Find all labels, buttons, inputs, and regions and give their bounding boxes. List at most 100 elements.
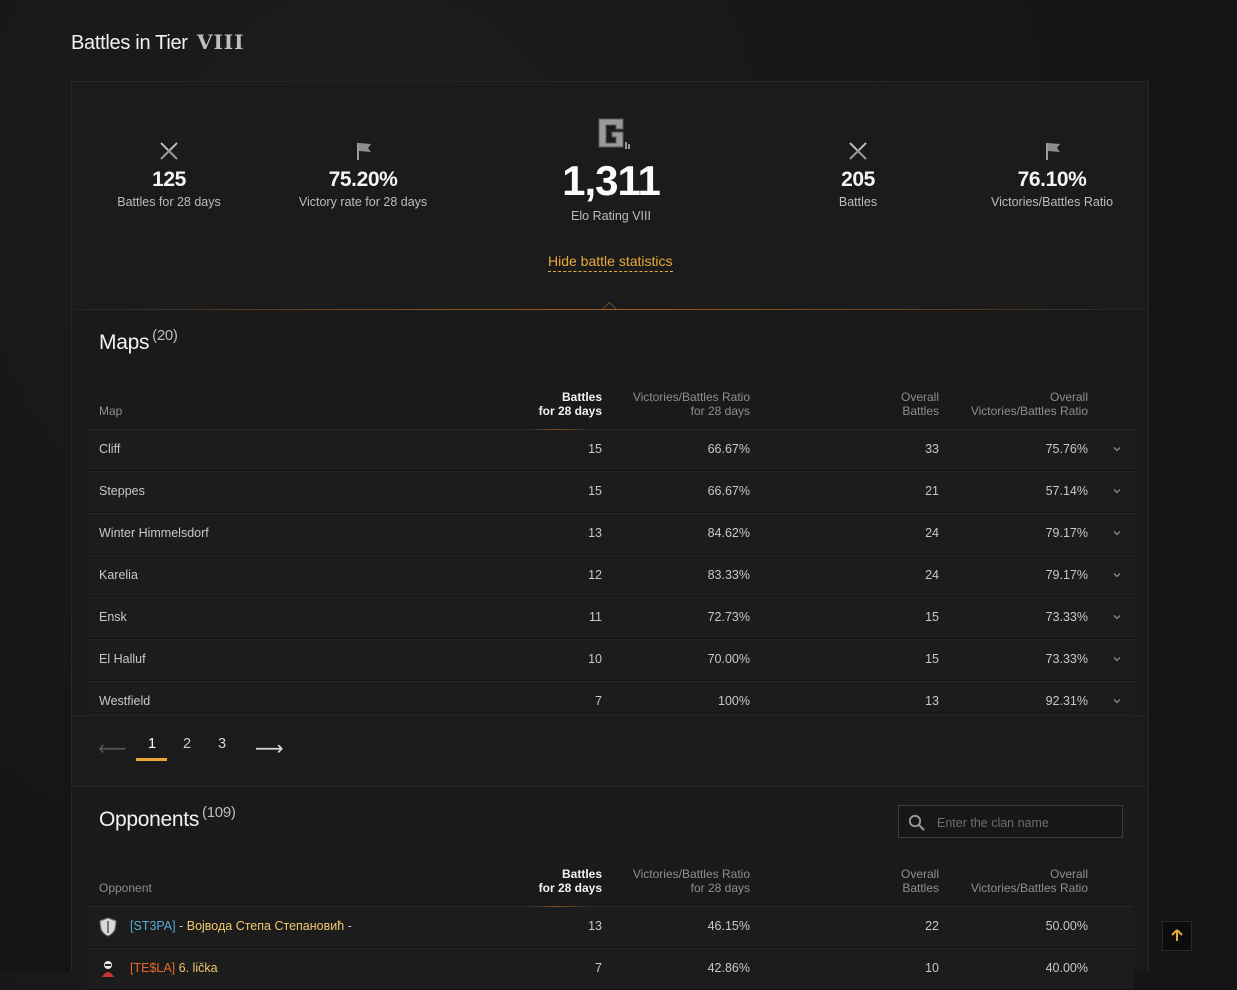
chevron-down-icon[interactable] — [1112, 486, 1122, 496]
stat-label: Victory rate for 28 days — [298, 195, 428, 209]
col-ratio-28[interactable]: Victories/Battles Ratio for 28 days — [632, 867, 750, 895]
crossed-swords-icon — [849, 142, 867, 160]
cell-overall-ratio: 40.00% — [1045, 961, 1088, 975]
opponent-name[interactable]: [TE$LA] 6. lička — [130, 961, 218, 975]
table-row[interactable]: Karelia 12 83.33% 24 79.17% — [87, 555, 1134, 597]
cell-map-name: Westfield — [99, 694, 151, 708]
opponents-table-header: Opponent Battles for 28 days Victories/Ba… — [87, 861, 1134, 910]
cell-map-name: Ensk — [99, 610, 127, 624]
table-row[interactable]: Winter Himmelsdorf 13 84.62% 24 79.17% — [87, 513, 1134, 555]
hide-battle-statistics-link[interactable]: Hide battle statistics — [548, 253, 673, 272]
col-map[interactable]: Map — [99, 404, 123, 418]
stat-label: Battles — [838, 195, 878, 209]
chevron-down-icon[interactable] — [1112, 654, 1122, 664]
cell-battles-28: 13 — [588, 526, 602, 540]
chevron-down-icon[interactable] — [1112, 528, 1122, 538]
table-row[interactable]: [TE$LA] 6. lička 7 42.86% 10 40.00% — [87, 948, 1134, 990]
cell-overall-ratio: 75.76% — [1045, 442, 1088, 456]
cell-overall-ratio: 73.33% — [1045, 652, 1088, 666]
cell-battles-28: 10 — [588, 652, 602, 666]
cell-map-name: Winter Himmelsdorf — [99, 526, 209, 540]
cell-battles-28: 15 — [588, 484, 602, 498]
col-battles-28[interactable]: Battles for 28 days — [538, 390, 602, 418]
col-opponent[interactable]: Opponent — [99, 881, 152, 895]
stat-value: 125 — [152, 168, 186, 191]
opponents-title: Opponents (109) — [99, 804, 236, 831]
table-row[interactable]: Ensk 11 72.73% 15 73.33% — [87, 597, 1134, 639]
next-page-button[interactable]: ⟶ — [255, 738, 284, 760]
opponents-table-body: [ST3PA] - Војвода Степа Степановић - 13 … — [87, 907, 1134, 990]
cell-overall-battles: 21 — [925, 484, 939, 498]
prev-page-button[interactable]: ⟵ — [98, 738, 127, 760]
maps-table-body: Cliff 15 66.67% 33 75.76% Steppes 15 66.67% 21 57… — [87, 430, 1134, 723]
chevron-down-icon[interactable] — [1112, 570, 1122, 580]
cell-overall-ratio: 57.14% — [1045, 484, 1088, 498]
cell-map-name: Steppes — [99, 484, 145, 498]
clan-name: Војвода Степа Степановић — [186, 919, 345, 933]
cell-ratio-28: 42.86% — [707, 961, 750, 975]
page-2-button[interactable]: 2 — [182, 736, 192, 752]
col-battles-28[interactable]: Battles for 28 days — [538, 867, 602, 895]
cell-overall-battles: 22 — [925, 919, 939, 933]
stat-value: 76.10% — [1017, 168, 1087, 191]
table-row[interactable]: Steppes 15 66.67% 21 57.14% — [87, 471, 1134, 513]
cell-battles-28: 7 — [595, 961, 602, 975]
cell-overall-ratio: 79.17% — [1045, 526, 1088, 540]
active-page-indicator — [136, 758, 167, 761]
arrow-up-icon — [1171, 929, 1183, 941]
clan-name: 6. lička — [178, 961, 218, 975]
cell-overall-battles: 24 — [925, 568, 939, 582]
cell-battles-28: 13 — [588, 919, 602, 933]
cell-overall-ratio: 92.31% — [1045, 694, 1088, 708]
cell-overall-battles: 13 — [925, 694, 939, 708]
tier-label: VIII — [196, 30, 245, 54]
clan-search-input[interactable] — [935, 806, 1119, 839]
shield-emblem-icon — [99, 917, 117, 937]
cell-battles-28: 11 — [589, 610, 602, 624]
clan-tag: [TE$LA] — [130, 961, 176, 975]
chevron-down-icon[interactable] — [1112, 612, 1122, 622]
cell-overall-battles: 24 — [925, 526, 939, 540]
cell-overall-battles: 15 — [925, 610, 939, 624]
scroll-to-top-button[interactable] — [1162, 921, 1192, 951]
page-1-button[interactable]: 1 — [147, 736, 157, 752]
stat-battles-28: 125 Battles for 28 days — [74, 140, 264, 209]
cell-map-name: El Halluf — [99, 652, 146, 666]
clan-tag: [ST3PA] — [130, 919, 176, 933]
stat-value: 205 — [841, 168, 875, 191]
table-row[interactable]: El Halluf 10 70.00% 15 73.33% — [87, 639, 1134, 681]
cell-ratio-28: 66.67% — [707, 484, 750, 498]
col-overall-battles[interactable]: Overall Battles — [900, 867, 939, 895]
stat-battles: 205 Battles — [763, 140, 953, 209]
maps-table-header: Map Battles for 28 days Victories/Battles… — [87, 384, 1134, 433]
cell-overall-battles: 15 — [925, 652, 939, 666]
col-ratio-28[interactable]: Victories/Battles Ratio for 28 days — [632, 390, 750, 418]
page-3-button[interactable]: 3 — [217, 736, 227, 752]
maps-title: Maps (20) — [99, 327, 178, 354]
cell-overall-ratio: 79.17% — [1045, 568, 1088, 582]
stat-victory-28: 75.20% Victory rate for 28 days — [268, 140, 458, 209]
search-icon — [908, 814, 925, 831]
page-title: Battles in Tier VIII — [71, 30, 245, 54]
cell-map-name: Cliff — [99, 442, 121, 456]
chevron-down-icon[interactable] — [1112, 696, 1122, 706]
cell-battles-28: 7 — [595, 694, 602, 708]
cell-overall-battles: 33 — [925, 442, 939, 456]
col-overall-battles[interactable]: Overall Battles — [900, 390, 939, 418]
table-row[interactable]: [ST3PA] - Војвода Степа Степановић - 13 … — [87, 907, 1134, 948]
stat-value: 75.20% — [328, 168, 398, 191]
table-row[interactable]: Cliff 15 66.67% 33 75.76% — [87, 430, 1134, 471]
g-emblem-icon — [598, 118, 630, 149]
elo-rating: 1,311 Elo Rating VIII — [511, 115, 711, 223]
col-overall-ratio[interactable]: Overall Victories/Battles Ratio — [970, 867, 1088, 895]
clan-search — [898, 805, 1123, 839]
cell-ratio-28: 70.00% — [707, 652, 750, 666]
col-overall-ratio[interactable]: Overall Victories/Battles Ratio — [970, 390, 1088, 418]
cell-ratio-28: 66.67% — [707, 442, 750, 456]
opponent-name[interactable]: [ST3PA] - Војвода Степа Степановић - — [130, 919, 352, 933]
stat-label: Battles for 28 days — [117, 195, 221, 209]
stats-panel: 125 Battles for 28 days 75.20% Victory r… — [71, 81, 1149, 318]
flag-icon — [1046, 143, 1060, 160]
chevron-down-icon[interactable] — [1112, 444, 1122, 454]
